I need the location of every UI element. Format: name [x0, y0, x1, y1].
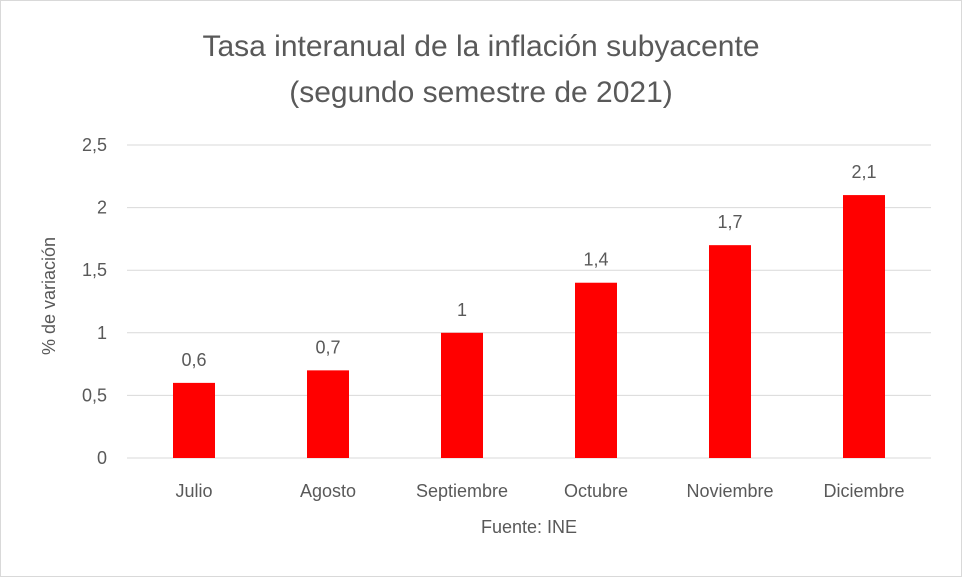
chart-title: Tasa interanual de la inflación subyacen… — [202, 30, 759, 63]
data-label: 0,6 — [181, 350, 206, 370]
x-tick-label: Julio — [175, 481, 212, 501]
bar — [173, 382, 215, 458]
x-tick-label: Noviembre — [686, 481, 773, 501]
bar — [709, 245, 751, 458]
data-label: 1,7 — [717, 212, 742, 232]
data-label: 1 — [457, 300, 467, 320]
bar — [575, 282, 617, 458]
x-tick-label: Septiembre — [416, 481, 508, 501]
y-tick-label: 2,5 — [82, 135, 107, 155]
y-axis-title: % de variación — [39, 237, 59, 355]
data-label: 1,4 — [583, 250, 608, 270]
x-axis-ticks: Julio Agosto Septiembre Octubre Noviembre Dic… — [175, 481, 904, 501]
x-tick-label: Octubre — [564, 481, 628, 501]
bar — [843, 195, 885, 458]
bar — [307, 370, 349, 458]
y-tick-label: 1 — [97, 323, 107, 343]
y-axis-ticks: 0 0,5 1 1,5 2 2,5 — [82, 135, 107, 468]
bars — [173, 195, 885, 458]
chart-subtitle: (segundo semestre de 2021) — [289, 76, 673, 109]
y-tick-label: 2 — [97, 198, 107, 218]
data-labels: 0,6 0,7 1 1,4 1,7 2,1 — [181, 162, 876, 370]
data-label: 0,7 — [315, 337, 340, 357]
y-tick-label: 1,5 — [82, 260, 107, 280]
gridlines — [127, 144, 931, 459]
data-label: 2,1 — [851, 162, 876, 182]
x-axis-title: Fuente: INE — [481, 517, 577, 537]
x-tick-label: Diciembre — [823, 481, 904, 501]
x-tick-label: Agosto — [300, 481, 356, 501]
y-tick-label: 0,5 — [82, 385, 107, 405]
bar — [441, 332, 483, 458]
y-tick-label: 0 — [97, 448, 107, 468]
